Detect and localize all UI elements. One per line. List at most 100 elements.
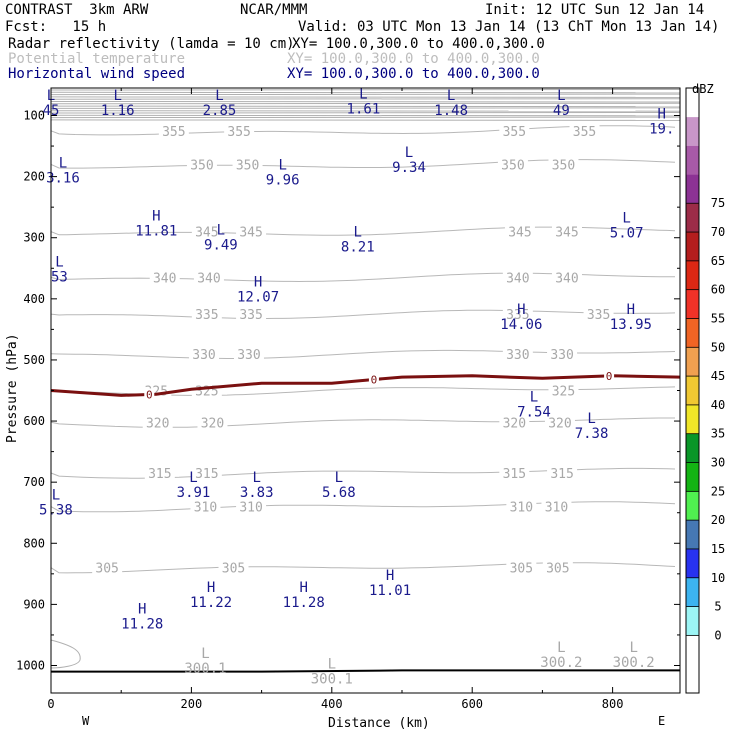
theta-label-bg [144,466,175,480]
wind-max-letter: H [254,275,262,291]
theta-label-305: 305 [95,562,118,577]
y-axis-label: Pressure (hPa) [5,333,20,443]
theta-label-bg [547,466,578,480]
x-axis-label: Distance (km) [328,716,430,731]
theta-contour-310 [50,501,676,513]
wind-max-letter: H [138,602,146,618]
theta-min-letter: L [557,640,565,656]
field-3-name: Horizontal wind speed [8,66,186,82]
theta-label-bg [548,383,579,398]
x-tick-label: 600 [461,697,483,711]
theta-label-bg [197,415,228,430]
theta-contour-dense [50,98,681,100]
wind-min-letter: L [557,88,565,104]
wind-min-letter: L [252,470,260,486]
theta-label-bg [544,415,575,430]
theta-label-315: 315 [195,467,218,482]
colorbar-label: 50 [711,340,725,354]
colorbar-frame [685,87,700,694]
wind-min-value: 53 [51,269,68,285]
theta-label-320: 320 [201,416,224,431]
wind-min-letter: L [59,155,67,171]
field-2-name: Potential temperature [8,51,186,67]
y-tick-label: 800 [23,536,45,550]
zero-dbz-contour: 0 0 0 [50,369,681,673]
field-1-xy: XY= 100.0,300.0 to 400.0,300.0 [292,36,545,52]
wind-min-letter: L [354,225,362,241]
colorbar-segment [686,318,699,348]
zero-label-bg [368,373,379,386]
theta-label-bg [233,346,264,361]
theta-label-bg [499,123,530,138]
wind-max-letter: H [300,580,308,596]
wind-max-letter: H [207,580,215,596]
theta-contour-305 [50,562,676,574]
wind-min-letter: L [55,254,63,270]
wind-extrema: H19.H11.81H12.07H14.06H13.95H11.01H11.22… [39,86,674,687]
init-time: Init: 12 UTC Sun 12 Jan 14 [485,2,705,18]
wind-max-value: 11.81 [135,224,177,240]
colorbar-segment [686,404,699,435]
theta-label-bg [232,157,263,172]
wind-max-letter: H [152,209,160,225]
theta-label-345: 345 [508,226,531,241]
theta-contour-dense [50,110,681,112]
theta-contour-dense [50,89,681,91]
theta-contour-dense [50,91,681,94]
wind-min-letter: L [587,411,595,427]
wind-min-value: 9.34 [392,160,426,176]
theta-contours: 355 355 355 355 350 350 350 350 345 345 345 345 340 3… [50,89,681,577]
theta-label-bg [142,415,173,430]
theta-label-bg [502,270,533,285]
theta-label-345: 345 [239,226,262,241]
theta-label-bg [191,224,222,239]
wind-min-value: 7.38 [575,426,609,442]
theta-label-bg [190,499,221,514]
theta-label-bg [506,560,537,575]
theta-label-bg [502,346,533,361]
wind-min-value: 1.48 [434,103,468,119]
wind-min-letter: L [447,88,455,104]
wind-min-letter: L [359,86,367,102]
theta-label-bg [551,270,582,285]
theta-label-bg [547,346,578,361]
colorbar-segment [686,577,699,607]
y-tick-label: 100 [23,109,45,123]
theta-label-315: 315 [148,467,171,482]
theta-min-value: 300.1 [311,672,353,688]
dbz-colorbar: 0 5 10 15 20 25 30 35 40 45 50 55 60 65 70 75 [685,87,725,694]
x-end-west: W [82,714,90,728]
wind-min-letter: L [622,210,630,226]
terrain-contour [50,639,81,669]
theta-contour-dense [50,107,681,109]
zero-label-bg [144,388,155,401]
theta-label-bg [193,270,224,285]
theta-label-315: 315 [503,467,526,482]
colorbar-label: 20 [711,513,725,527]
theta-label-305: 305 [510,562,533,577]
wind-min-value: 5.68 [322,485,356,501]
wind-min-value: 3.83 [240,485,274,501]
wind-max-value: 11.28 [283,595,325,611]
theta-contour-350 [50,159,676,169]
theta-label-315: 315 [550,467,573,482]
wind-min-value: 1.16 [101,103,135,119]
wind-min-letter: L [530,390,538,406]
wind-min-letter: L [189,470,197,486]
wind-min-value: 3.16 [46,170,80,186]
theta-label-340: 340 [555,271,578,286]
theta-contour-dense [50,105,681,108]
colorbar-segment [686,433,699,463]
colorbar-label: 45 [711,369,725,383]
theta-label-335: 335 [239,308,262,323]
org-label: NCAR/MMM [240,2,308,18]
theta-label-325: 325 [552,385,575,400]
wind-max-letter: H [386,568,394,584]
theta-contour-dense [50,102,681,105]
theta-label-bg [499,466,530,480]
colorbar-label: 70 [711,225,725,239]
y-tick-label: 400 [23,292,45,306]
valid-time: Valid: 03 UTC Mon 13 Jan 14 (13 ChT Mon … [298,19,720,35]
wind-max-value: 13.95 [610,317,652,333]
theta-label-330: 330 [506,348,529,363]
